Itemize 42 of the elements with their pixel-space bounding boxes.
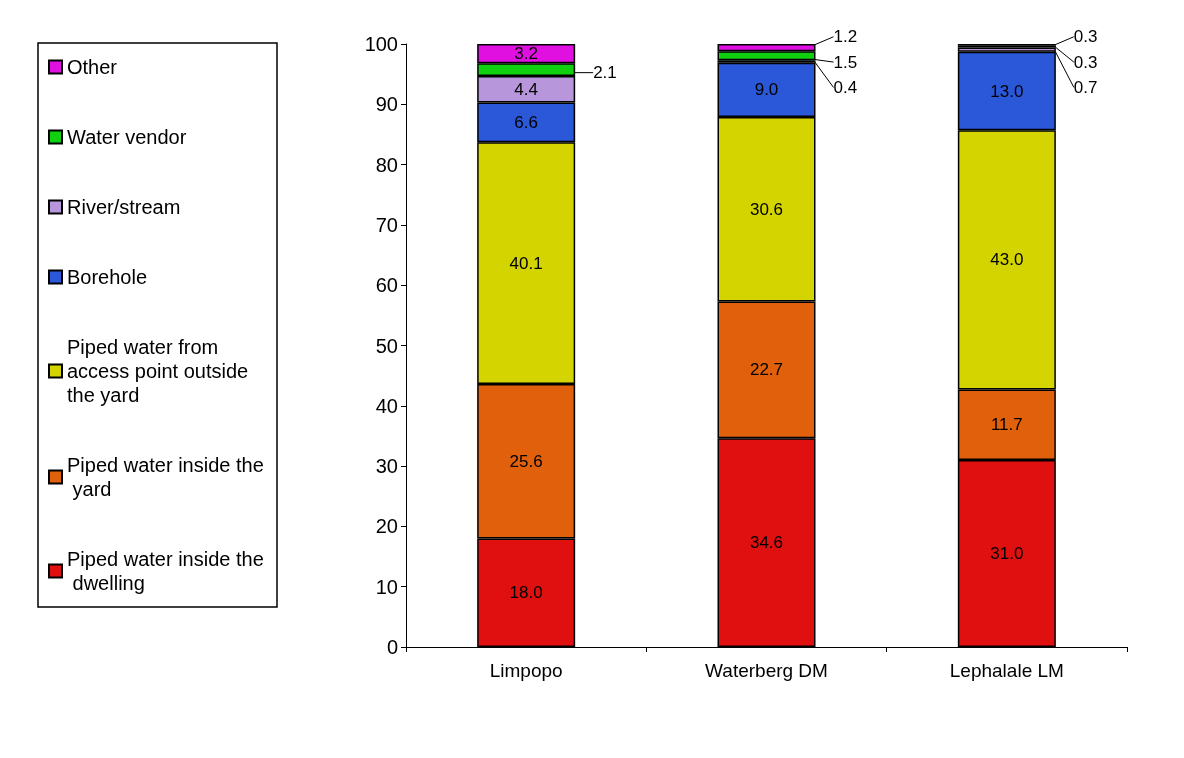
y-tick-label: 100 — [364, 33, 398, 55]
legend-label: Piped water inside the yard — [67, 454, 264, 500]
data-label: 9.0 — [754, 80, 779, 100]
legend-label: River/stream — [67, 196, 181, 218]
data-label: 0.4 — [833, 77, 858, 97]
data-label: 11.7 — [990, 415, 1023, 435]
y-tick-label: 0 — [386, 636, 398, 658]
data-label: 0.7 — [1073, 77, 1098, 97]
y-tick-label: 70 — [375, 213, 398, 236]
data-label: 40.1 — [509, 253, 543, 273]
legend-label: Water vendor — [67, 126, 187, 148]
y-tick-label: 40 — [375, 394, 398, 417]
y-tick-label: 80 — [375, 153, 398, 176]
data-label: 6.6 — [514, 112, 538, 132]
legend-label: Borehole — [67, 266, 148, 288]
y-tick-label: 60 — [375, 274, 398, 297]
data-label: 30.6 — [749, 199, 784, 219]
legend-label: Piped water from access point outside the yard — [67, 336, 254, 406]
data-label: 1.5 — [833, 52, 858, 72]
legend-label: Other — [67, 56, 118, 78]
data-label: 31.0 — [990, 544, 1024, 564]
y-tick-label: 20 — [375, 515, 398, 538]
x-tick-label: Waterberg DM — [705, 660, 828, 681]
y-tick-label: 10 — [375, 575, 398, 598]
data-label: 18.0 — [509, 583, 543, 603]
x-tick-label: Limpopo — [489, 660, 563, 681]
data-label: 1.2 — [833, 27, 858, 47]
data-label: 25.6 — [509, 451, 543, 471]
y-tick-label: 90 — [375, 93, 398, 116]
data-label: 43.0 — [990, 250, 1024, 270]
data-label: 13.0 — [990, 81, 1024, 101]
data-label: 0.3 — [1073, 52, 1098, 72]
data-label: 3.2 — [514, 44, 538, 64]
data-label: 0.3 — [1073, 27, 1098, 47]
y-tick-label: 50 — [375, 334, 398, 357]
y-tick-label: 30 — [375, 455, 398, 478]
data-label: 4.4 — [514, 79, 538, 99]
legend-label: Piped water inside the dwelling — [67, 548, 264, 594]
data-label: 2.1 — [593, 63, 617, 83]
data-label: 34.6 — [749, 533, 784, 553]
x-tick-label: Lephalale LM — [949, 660, 1064, 681]
data-label: 22.7 — [749, 360, 784, 380]
